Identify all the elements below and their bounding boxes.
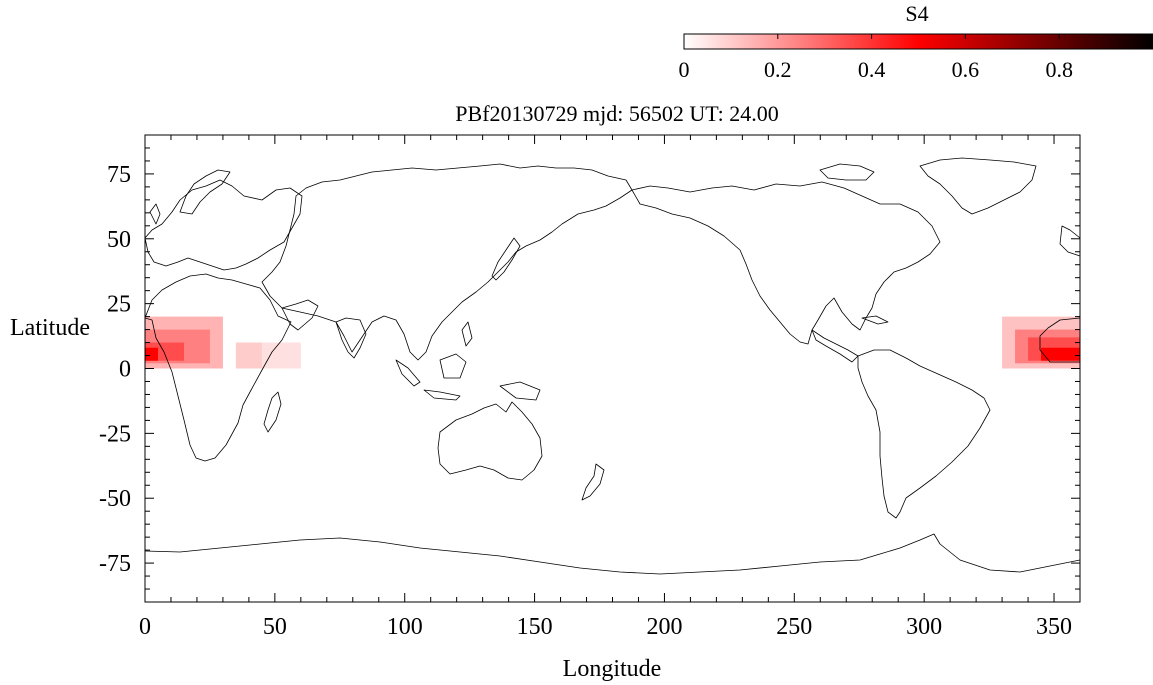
coastline-new-guinea (499, 381, 541, 401)
chart-title: PBf20130729 mjd: 56502 UT: 24.00 (455, 101, 778, 126)
coastline-greenland (919, 157, 1037, 215)
y-tick-label: 25 (107, 292, 131, 318)
coastline-north-america (631, 181, 941, 345)
coastline-caribbean (861, 315, 889, 325)
x-tick-label: 150 (517, 614, 553, 640)
x-tick-label: 100 (387, 614, 423, 640)
coastline-japan (491, 237, 521, 281)
x-tick-label: 350 (1036, 614, 1072, 640)
coastline-arctic-islands (819, 163, 875, 181)
coastlines (145, 157, 1080, 575)
colorbar-tick-label: 0.4 (858, 57, 886, 82)
y-tick-label: 0 (119, 357, 131, 383)
coastline-britain (149, 203, 161, 225)
s4-heat-cell (235, 342, 262, 369)
coastline-new-zealand (581, 463, 605, 501)
y-axis: 75 50 25 0 -25 -50 -75 (99, 147, 1080, 590)
y-axis-label: Latitude (10, 315, 90, 341)
s4-heat-cell (1041, 347, 1080, 361)
coastline-asia (261, 163, 633, 361)
coastline-scandinavia (179, 169, 231, 215)
colorbar-gradient (683, 33, 1153, 50)
coastline-europe (145, 179, 303, 271)
x-axis-label: Longitude (563, 656, 662, 682)
coastline-central-america (811, 329, 859, 363)
s4-heat-cell (145, 347, 158, 361)
colorbar-tick-label: 0.8 (1045, 57, 1073, 82)
coastline-indonesia-3 (423, 389, 461, 401)
x-tick-label: 250 (776, 614, 812, 640)
y-tick-label: 75 (107, 162, 131, 188)
colorbar: S4 0 0.2 0.4 0.6 0.8 (679, 1, 1153, 82)
x-tick-label: 300 (906, 614, 942, 640)
x-tick-label: 0 (139, 614, 151, 640)
coastline-india (335, 317, 367, 359)
colorbar-label: S4 (905, 1, 928, 26)
coastline-antarctica (145, 533, 1080, 575)
colorbar-tick-label: 0.6 (952, 57, 980, 82)
coastline-indonesia-1 (395, 359, 421, 387)
x-axis: 0 50 100 150 200 250 300 350 (139, 135, 1081, 640)
coastline-south-america (857, 349, 991, 519)
coastline-europe-east-edge (1059, 225, 1080, 257)
coastline-africa-east-edge (1039, 317, 1080, 363)
y-tick-label: -25 (99, 421, 131, 447)
x-tick-label: 200 (646, 614, 682, 640)
coastline-arabia (281, 299, 319, 331)
y-tick-label: -75 (99, 551, 131, 577)
y-tick-label: 50 (107, 227, 131, 253)
plot-background (145, 135, 1080, 602)
coastline-africa (145, 273, 292, 462)
colorbar-tick-label: 0.2 (764, 57, 792, 82)
colorbar-ticks: 0 0.2 0.4 0.6 0.8 (679, 34, 1073, 82)
colorbar-tick-label: 0 (679, 57, 690, 82)
coastline-madagascar (263, 391, 282, 433)
coastline-philippines (461, 321, 473, 347)
s4-heatmap-cells (145, 316, 1080, 369)
x-tick-label: 50 (263, 614, 287, 640)
y-tick-label: -50 (99, 486, 131, 512)
coastline-indonesia-2 (439, 353, 467, 379)
coastline-australia (437, 401, 543, 481)
